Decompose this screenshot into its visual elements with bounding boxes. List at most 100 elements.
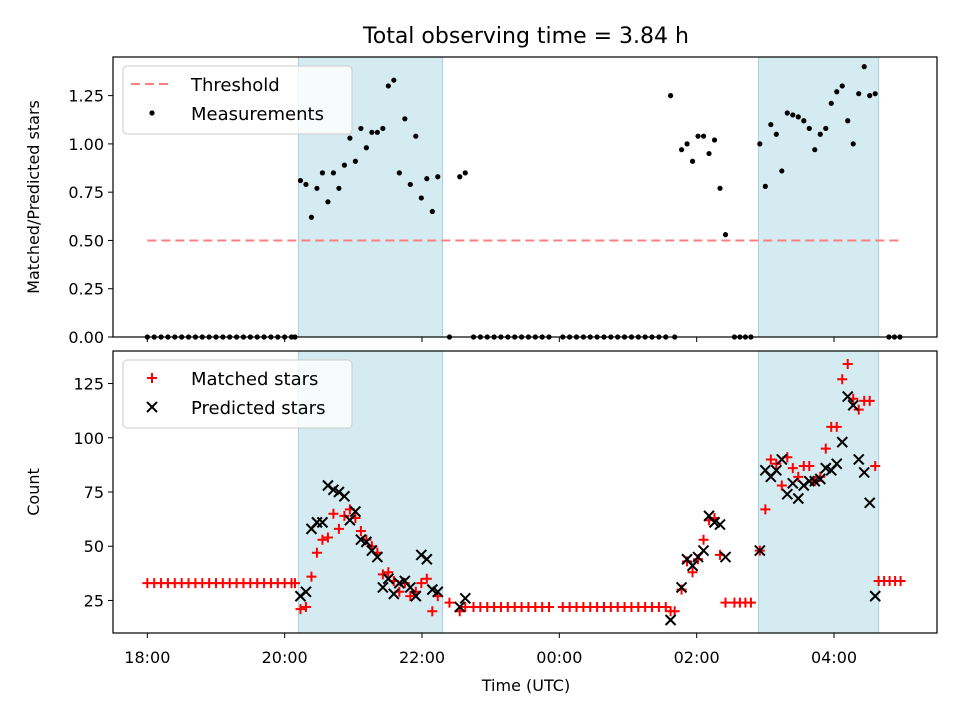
measurement-point: [319, 170, 326, 176]
matched-star-point: [660, 601, 671, 612]
predicted-star-point: [853, 453, 865, 466]
measurement-point: [779, 168, 785, 174]
measurement-point: [801, 118, 807, 124]
measurement-point: [684, 141, 690, 147]
measurement-point: [773, 131, 779, 137]
measurement-point: [762, 183, 768, 189]
predicted-star-point: [300, 586, 312, 598]
predicted-star-point: [697, 544, 710, 557]
matched-star-point: [300, 601, 311, 612]
y-tick-label: 1.25: [68, 87, 104, 106]
legend-box: [122, 359, 353, 429]
y-tick-label: 50: [84, 537, 104, 556]
matched-star-point: [416, 578, 427, 589]
measurement-point: [817, 131, 823, 137]
matched-star-point: [427, 606, 438, 617]
measurement-point: [795, 114, 801, 120]
predicted-star-point: [714, 518, 726, 531]
matched-star-point: [698, 534, 709, 545]
measurement-point: [380, 125, 386, 132]
measurement-point: [297, 177, 304, 184]
x-tick-label: 02:00: [674, 648, 720, 667]
measurement-point: [768, 121, 774, 128]
matched-star-point: [383, 567, 394, 578]
matched-star-point: [760, 504, 771, 515]
predicted-star-point: [664, 614, 677, 626]
measurement-point: [845, 118, 851, 124]
measurement-point: [706, 150, 712, 157]
y-tick-label: 100: [73, 429, 104, 448]
predicted-star-point: [869, 590, 881, 602]
matched-star-point: [544, 601, 555, 612]
measurement-point: [828, 100, 834, 106]
matched-star-point: [895, 575, 906, 586]
measurement-point: [396, 170, 402, 176]
matched-star-point: [311, 547, 322, 558]
predicted-star-point: [754, 544, 766, 557]
measurement-point: [374, 129, 380, 135]
legend: Matched stars Predicted stars: [122, 359, 353, 429]
matched-star-point: [842, 359, 853, 370]
matched-star-point: [745, 597, 756, 608]
legend-label: Measurements: [191, 104, 324, 125]
measurement-point: [689, 158, 696, 164]
x-tick-label: 00:00: [536, 648, 582, 667]
measurement-point: [695, 133, 701, 139]
matched-star-point: [322, 532, 333, 543]
matched-star-point: [870, 460, 881, 471]
measurement-point: [303, 181, 309, 188]
predicted-star-point: [377, 581, 389, 594]
predicted-star-point: [421, 553, 433, 565]
legend-label: Predicted stars: [191, 398, 325, 419]
matched-star-point: [820, 443, 831, 454]
predicted-star-point: [360, 536, 373, 548]
measurement-point: [872, 91, 878, 97]
matched-star-point: [831, 421, 842, 432]
measurement-point: [722, 232, 729, 238]
y-tick-label: 0.00: [68, 328, 104, 347]
y-axis-label: Matched/Predicted stars: [24, 100, 43, 294]
y-tick-label: 25: [84, 591, 104, 610]
x-tick-label: 22:00: [399, 648, 445, 667]
measurement-point: [435, 174, 441, 180]
matched-star-point: [289, 578, 300, 589]
predicted-star-point: [842, 390, 854, 403]
measurement-point: [341, 162, 348, 168]
predicted-star-point: [371, 551, 384, 563]
predicted-star-point: [344, 514, 356, 526]
measurement-point: [325, 199, 331, 205]
y-tick-label: 125: [73, 375, 104, 394]
legend-measurement-swatch: [149, 110, 155, 116]
predicted-star-point: [410, 590, 422, 602]
axes-frame: [112, 56, 938, 338]
x-axis-label: Time (UTC): [481, 676, 570, 695]
legend-label: Threshold: [190, 75, 280, 96]
predicted-star-point: [836, 436, 848, 448]
matched-star-point: [687, 567, 698, 578]
measurement-point: [700, 133, 707, 139]
matched-star-point: [776, 480, 787, 491]
measurement-point: [462, 170, 468, 176]
matched-star-point: [306, 571, 317, 582]
y-tick-label: 0.50: [68, 231, 104, 250]
matched-star-point: [355, 526, 366, 537]
measurement-point: [711, 137, 718, 143]
measurement-point: [314, 185, 320, 191]
panel-ratio: 0.00 0.25 0.50 0.75 1.00 1.25 Matched/Predict…: [24, 56, 938, 347]
predicted-star-point: [388, 588, 400, 600]
predicted-star-point: [863, 497, 876, 509]
predicted-star-point: [831, 458, 843, 470]
predicted-star-point: [349, 505, 362, 518]
predicted-star-point: [454, 601, 466, 613]
measurement-point: [839, 83, 845, 89]
shaded-region-2: [757, 56, 880, 338]
measurement-point: [678, 147, 685, 153]
measurement-point: [424, 176, 430, 182]
measurement-point: [330, 170, 337, 176]
matched-star-point: [444, 597, 455, 608]
measurement-point: [457, 174, 463, 180]
matched-star-point: [421, 573, 432, 584]
predicted-star-point: [719, 551, 732, 563]
measurement-point: [391, 77, 397, 83]
